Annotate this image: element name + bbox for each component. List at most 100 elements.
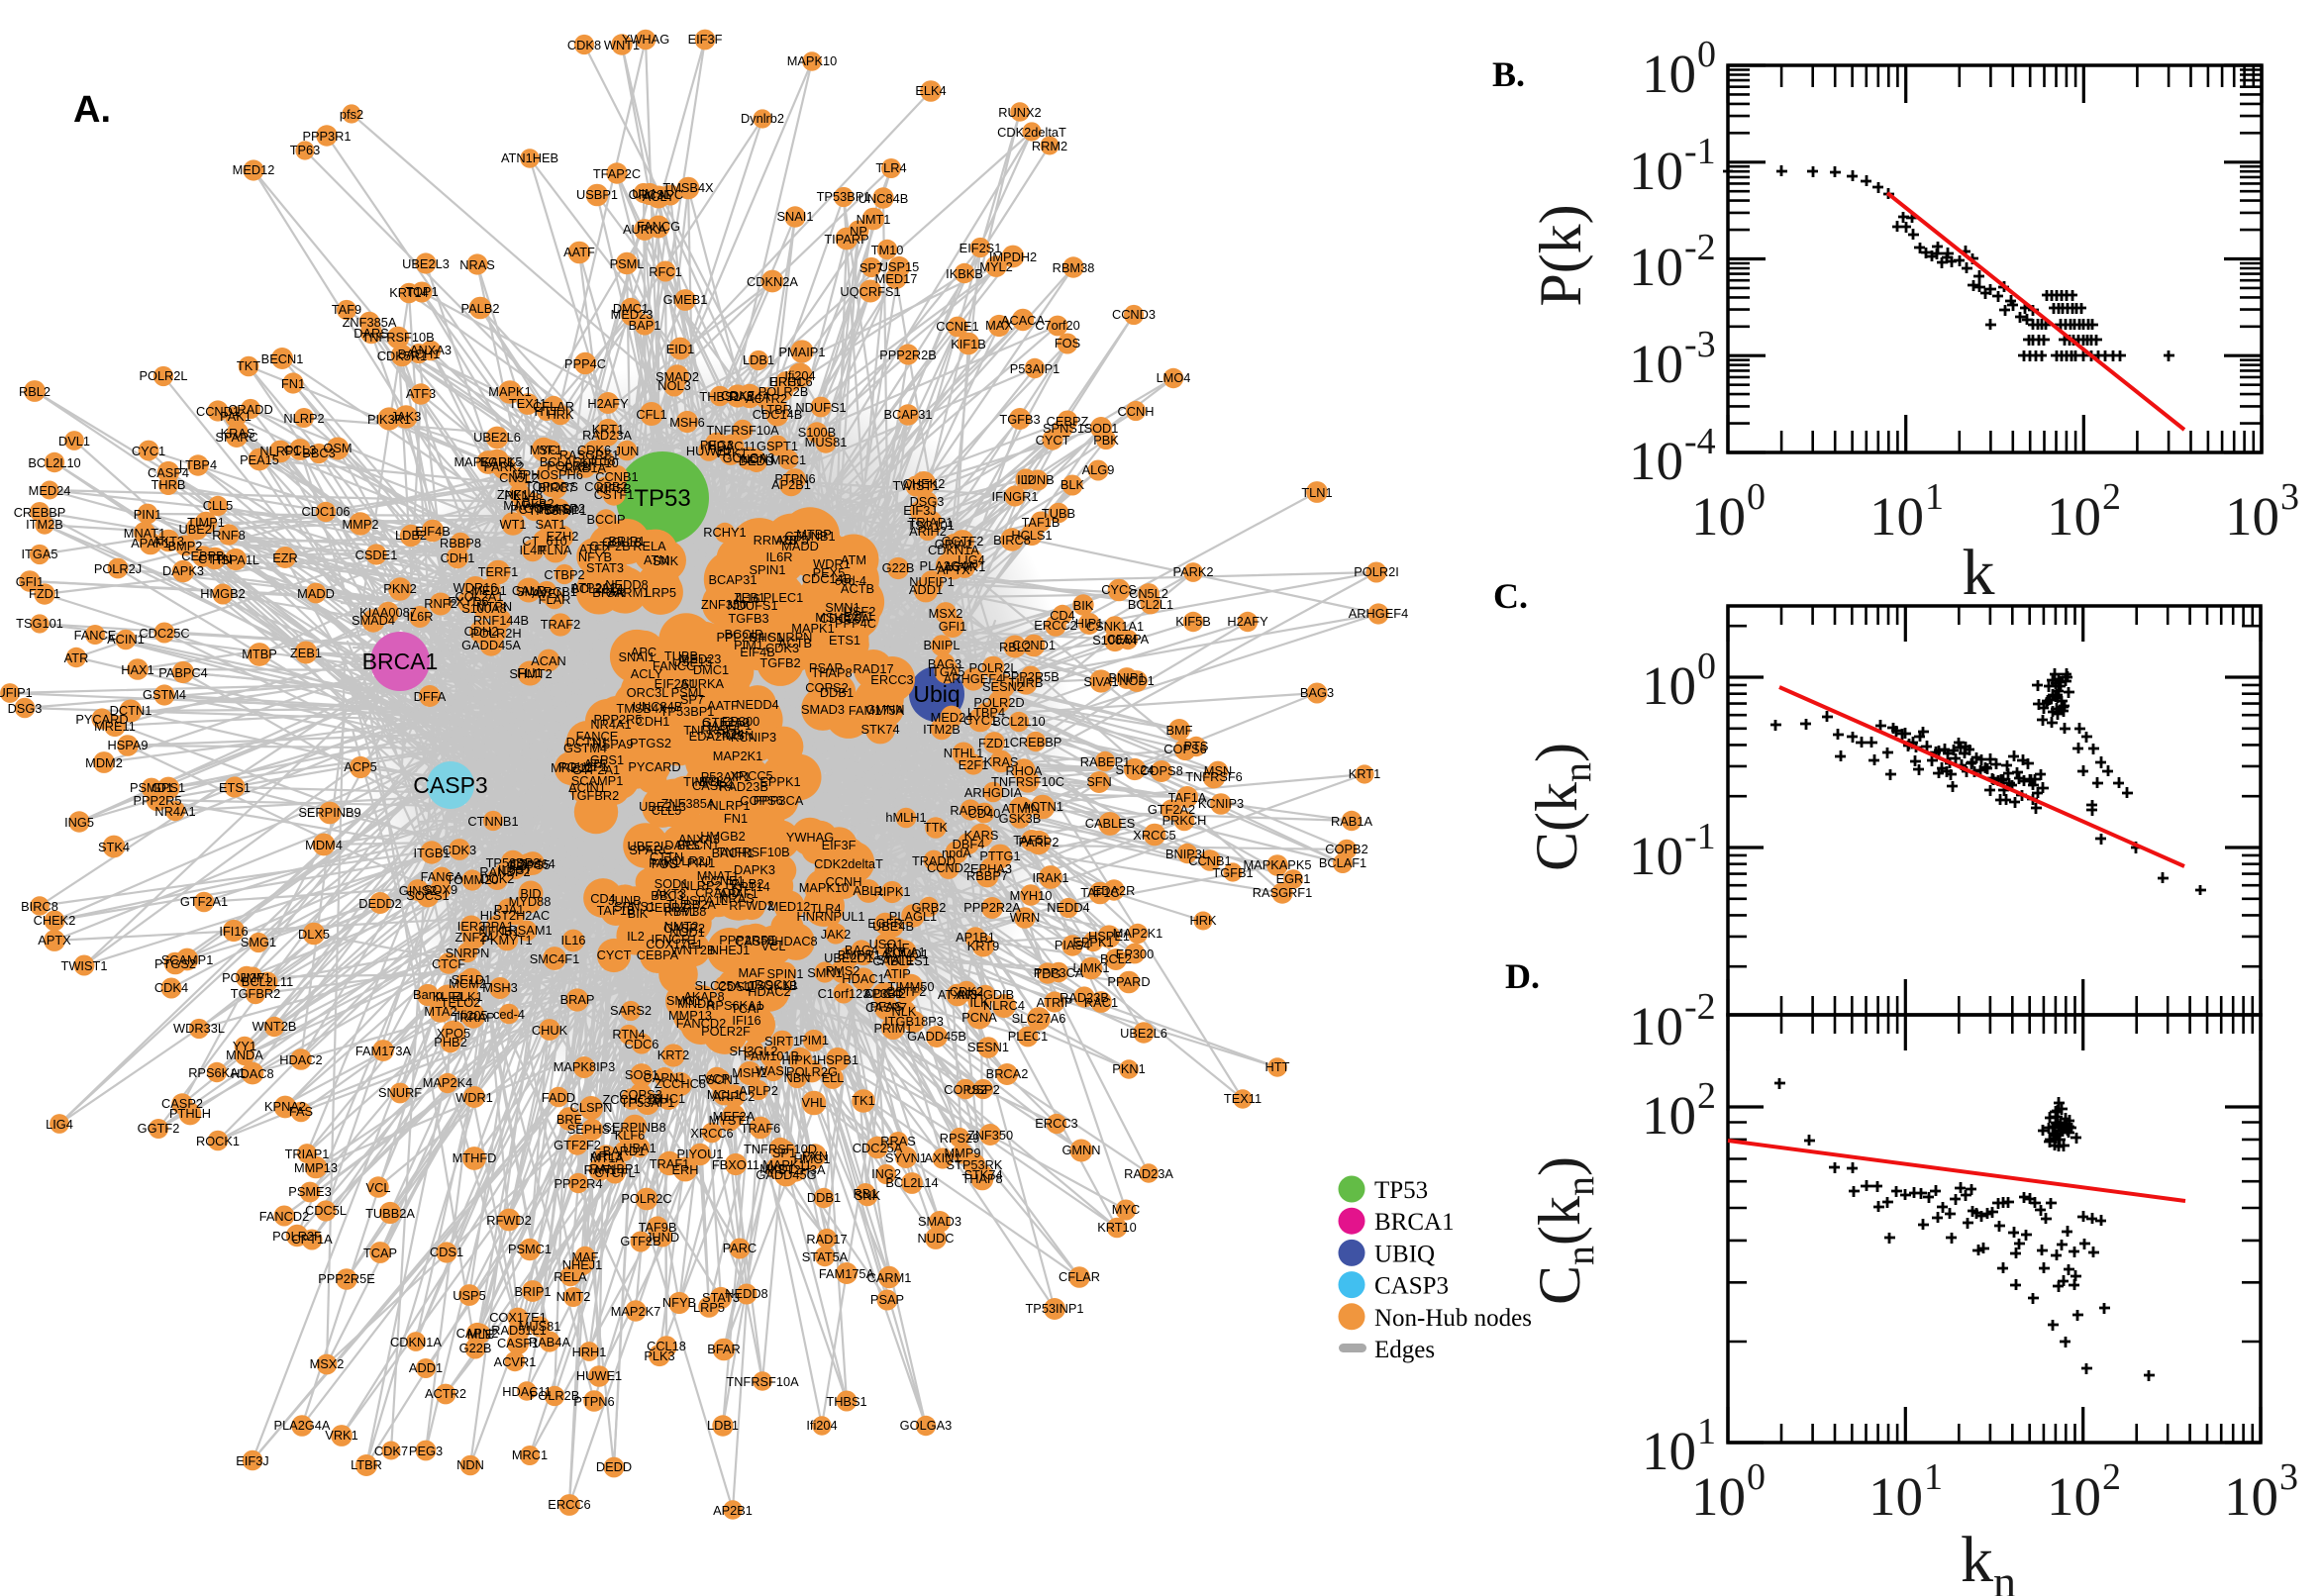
svg-text:PIN1: PIN1 — [134, 507, 161, 522]
svg-text:DSG3: DSG3 — [8, 701, 43, 716]
svg-text:SMAD3: SMAD3 — [801, 702, 845, 717]
svg-text:CDK7: CDK7 — [374, 1444, 408, 1458]
svg-text:TERF1: TERF1 — [478, 564, 519, 579]
svg-text:BECN1: BECN1 — [261, 351, 304, 366]
svg-text:LDB1: LDB1 — [743, 352, 774, 367]
svg-text:MMP2: MMP2 — [343, 517, 379, 532]
svg-text:HDAC1: HDAC1 — [842, 971, 884, 986]
svg-text:CCND1: CCND1 — [196, 404, 240, 419]
svg-text:HDAC8: HDAC8 — [231, 1066, 273, 1081]
svg-text:WASL: WASL — [756, 1063, 791, 1078]
svg-text:RASGRF1: RASGRF1 — [1253, 885, 1312, 900]
svg-text:CDK2deltaT: CDK2deltaT — [997, 125, 1066, 140]
svg-text:TTK: TTK — [924, 820, 949, 835]
svg-text:NHEJ1: NHEJ1 — [710, 943, 751, 957]
svg-text:10: 10 — [1642, 1421, 1696, 1481]
svg-text:RAD23A: RAD23A — [582, 428, 632, 443]
svg-text:G22B: G22B — [459, 1341, 492, 1355]
svg-text:RUNX2: RUNX2 — [998, 105, 1041, 120]
svg-text:CABLES: CABLES — [1085, 816, 1136, 831]
svg-text:USP2: USP2 — [966, 1082, 999, 1097]
svg-text:MUS81: MUS81 — [519, 1319, 561, 1334]
svg-text:k: k — [1963, 537, 1995, 609]
svg-text:PTGS2: PTGS2 — [154, 956, 196, 971]
svg-text:PTTG1: PTTG1 — [979, 848, 1020, 863]
svg-text:SP7: SP7 — [680, 692, 704, 707]
svg-text:STAT5A: STAT5A — [802, 1249, 849, 1264]
svg-text:CHEK2: CHEK2 — [903, 476, 946, 491]
svg-text:RPS29: RPS29 — [940, 1131, 980, 1146]
svg-text:RB1: RB1 — [854, 1186, 878, 1201]
svg-text:MTBP: MTBP — [242, 647, 277, 661]
svg-text:EIF3F: EIF3F — [822, 838, 857, 852]
svg-text:CHUK: CHUK — [532, 1023, 568, 1038]
svg-text:STK24: STK24 — [705, 727, 744, 742]
svg-text:TNFRSF10B: TNFRSF10B — [361, 330, 434, 345]
svg-text:RNF8: RNF8 — [212, 528, 245, 543]
svg-text:MDM4: MDM4 — [305, 838, 343, 852]
svg-text:G22B: G22B — [882, 560, 915, 575]
svg-text:ACIN1: ACIN1 — [107, 632, 145, 647]
svg-text:NDN: NDN — [456, 1457, 484, 1472]
svg-text:PTPN6: PTPN6 — [774, 471, 815, 486]
svg-text:PYCARD: PYCARD — [75, 712, 128, 727]
svg-text:IKBKB: IKBKB — [946, 266, 983, 281]
svg-text:BRIP1: BRIP1 — [515, 1284, 552, 1299]
svg-text:CDK8: CDK8 — [567, 38, 601, 52]
svg-text:RRM2B: RRM2B — [754, 533, 798, 548]
svg-text:EGR1: EGR1 — [480, 454, 515, 469]
svg-text:WT1: WT1 — [499, 517, 526, 532]
svg-text:ACTR2: ACTR2 — [425, 1386, 466, 1401]
svg-text:10: 10 — [1629, 826, 1683, 886]
svg-text:BRAP: BRAP — [560, 992, 595, 1007]
svg-text:USF2: USF2 — [844, 604, 876, 619]
svg-text:TNFRSF10A: TNFRSF10A — [726, 1374, 799, 1389]
svg-text:SPNS1: SPNS1 — [1043, 421, 1084, 436]
svg-text:STK4: STK4 — [98, 840, 130, 854]
svg-text:MAP2K4: MAP2K4 — [423, 1075, 473, 1090]
svg-text:PPP2R5E: PPP2R5E — [318, 1271, 375, 1286]
svg-text:PKN2: PKN2 — [383, 581, 416, 596]
svg-text:A.: A. — [73, 89, 111, 131]
svg-text:ZEB1: ZEB1 — [290, 646, 322, 660]
svg-text:TRIAP1: TRIAP1 — [285, 1147, 330, 1161]
svg-text:VCL: VCL — [366, 1180, 391, 1195]
svg-text:FANCD2: FANCD2 — [676, 1016, 727, 1031]
svg-text:SARS2: SARS2 — [610, 1003, 652, 1018]
svg-text:MAPK10: MAPK10 — [787, 53, 838, 68]
svg-text:CCND3: CCND3 — [1112, 307, 1156, 322]
svg-text:USP15: USP15 — [672, 654, 713, 669]
svg-text:IL16: IL16 — [561, 933, 586, 948]
svg-text:BAG3: BAG3 — [1300, 685, 1334, 700]
svg-text:10: 10 — [1629, 996, 1683, 1056]
svg-text:KIAA0087: KIAA0087 — [359, 605, 417, 620]
svg-text:MSH6: MSH6 — [669, 415, 705, 430]
svg-text:TGFB3: TGFB3 — [728, 611, 768, 626]
svg-text:NLRP2: NLRP2 — [283, 411, 324, 426]
svg-text:DLX5: DLX5 — [298, 927, 330, 942]
svg-text:SESN1: SESN1 — [967, 1040, 1009, 1054]
svg-text:0: 0 — [1697, 34, 1716, 75]
svg-text:ATR: ATR — [64, 650, 89, 665]
svg-text:CHEK2: CHEK2 — [34, 913, 76, 928]
svg-text:POLR2G: POLR2G — [786, 1064, 838, 1079]
svg-text:TUBB2A: TUBB2A — [365, 1206, 415, 1221]
svg-text:10: 10 — [1691, 1466, 1746, 1527]
svg-text:10: 10 — [1629, 237, 1683, 297]
svg-text:RAD17: RAD17 — [806, 1232, 847, 1247]
svg-text:SPIN1: SPIN1 — [767, 966, 804, 981]
svg-text:PEG3: PEG3 — [409, 1444, 443, 1458]
svg-text:MCL1: MCL1 — [707, 1087, 741, 1102]
svg-text:MDM2: MDM2 — [85, 755, 123, 770]
svg-text:POLR2F: POLR2F — [272, 1229, 322, 1244]
svg-text:VHL: VHL — [802, 1095, 827, 1110]
svg-text:B.: B. — [1492, 54, 1525, 94]
svg-text:IFNGR1: IFNGR1 — [652, 932, 698, 947]
svg-text:Edges: Edges — [1374, 1337, 1435, 1363]
svg-text:LTBP4: LTBP4 — [179, 457, 217, 472]
svg-text:EIF4B: EIF4B — [415, 524, 451, 539]
svg-text:CDK2deltaT: CDK2deltaT — [814, 856, 883, 871]
svg-text:PABPC4: PABPC4 — [158, 665, 208, 680]
svg-text:hMLH1: hMLH1 — [885, 810, 926, 825]
svg-text:MED24: MED24 — [29, 483, 71, 498]
